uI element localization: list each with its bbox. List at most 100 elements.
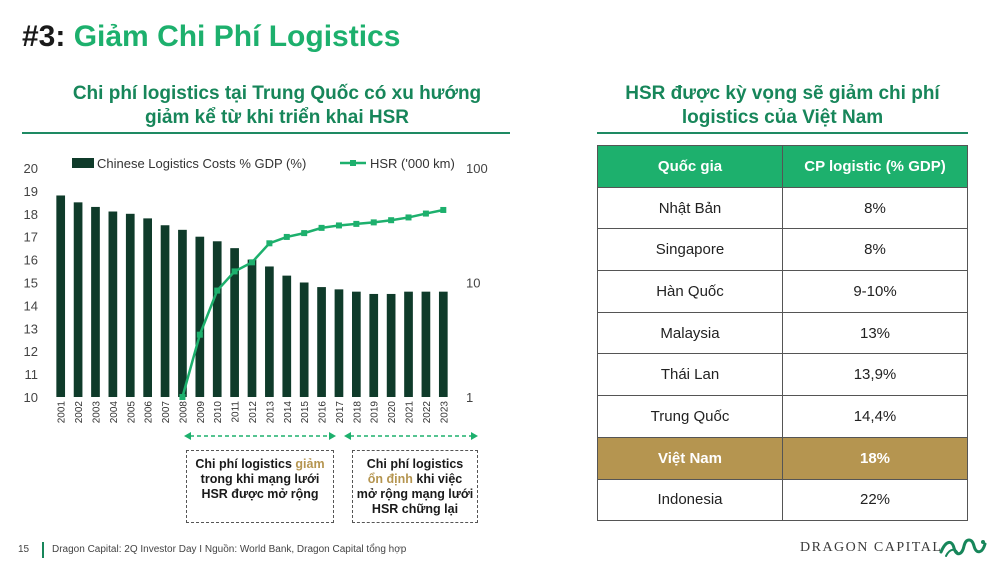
left-axis-tick-label: 13 — [24, 321, 38, 336]
bar — [108, 211, 118, 397]
slide-title: #3: Giảm Chi Phí Logistics — [22, 20, 400, 54]
x-axis-tick-label: 2010 — [213, 401, 224, 424]
table-cell-cost: 14,4% — [782, 395, 968, 438]
note-right-line1: Chi phí logistics — [366, 457, 464, 471]
bar — [247, 259, 257, 397]
right-section-title: HSR được kỳ vọng sẽ giảm chi phí logisti… — [597, 82, 968, 130]
dragon-logo-icon — [939, 538, 987, 557]
period-arrow-left-head-right — [329, 432, 336, 440]
x-axis-tick-label: 2019 — [370, 401, 381, 424]
x-axis-tick-label: 2001 — [57, 401, 68, 424]
period-arrow-left-head-left — [184, 432, 191, 440]
footer-divider — [42, 542, 44, 558]
table-cell-cost: 13,9% — [782, 353, 968, 397]
line-point — [405, 214, 412, 221]
footer: 15 Dragon Capital: 2Q Investor Day I Ngu… — [0, 538, 1000, 560]
bar — [317, 287, 326, 397]
x-axis-tick-label: 2007 — [161, 401, 172, 424]
left-axis-tick-label: 20 — [24, 161, 38, 176]
x-axis-tick-label: 2018 — [352, 401, 363, 424]
line-point — [231, 268, 238, 275]
table-cell-country: Việt Nam — [597, 436, 783, 480]
table-header-cost: CP logistic (% GDP) — [782, 145, 968, 188]
table-row: Indonesia 22% — [597, 478, 968, 522]
bar — [56, 195, 66, 397]
x-axis-tick-label: 2012 — [248, 401, 259, 424]
bar — [73, 202, 83, 397]
note-right: Chi phí logistics ổn định khi việc mở rộ… — [352, 450, 478, 523]
line-point — [440, 206, 447, 213]
line-point — [179, 394, 186, 400]
line-point — [266, 240, 273, 247]
line-point — [214, 287, 221, 294]
table-row: Hàn Quốc 9-10% — [597, 270, 968, 313]
x-axis-tick-label: 2014 — [283, 401, 294, 424]
x-axis-tick-label: 2016 — [318, 401, 329, 424]
table-row: Nhật Bản 8% — [597, 186, 968, 230]
left-axis-tick-label: 18 — [24, 207, 38, 222]
line-point — [353, 220, 360, 227]
note-left-highlight: giảm — [295, 457, 325, 471]
x-axis-tick-label: 2023 — [439, 401, 450, 424]
bar — [230, 248, 239, 397]
page-number: 15 — [18, 544, 30, 555]
line-point — [335, 222, 342, 229]
table-cell-country: Nhật Bản — [597, 186, 783, 230]
note-left-line2: trong khi mạng lưới — [200, 472, 320, 486]
logistics-hsr-chart: 10 11 12 13 14 15 16 17 18 19 20 1 10 100 2001 2002 2003… — [24, 156, 488, 440]
bar — [299, 282, 309, 397]
table-row: Trung Quốc 14,4% — [597, 395, 968, 438]
left-section-title: Chi phí logistics tại Trung Quốc có xu h… — [22, 82, 532, 130]
bar — [91, 206, 100, 397]
table-cell-cost: 13% — [782, 311, 968, 355]
table-cell-cost: 22% — [782, 478, 968, 522]
series-line — [181, 208, 444, 398]
table-row: Malaysia 13% — [597, 311, 968, 355]
note-right-highlight: ổn định — [367, 472, 413, 486]
line-point — [301, 230, 308, 237]
left-axis-tick-label: 15 — [24, 276, 38, 291]
table-header-row: Quốc gia CP logistic (% GDP) — [597, 145, 968, 188]
legend-label-bar: Chinese Logistics Costs % GDP (%) — [97, 156, 306, 171]
legend-label-line: HSR ('000 km) — [370, 156, 455, 171]
x-axis-tick-label: 2020 — [387, 401, 398, 424]
note-left-line3: HSR được mở rộng — [201, 487, 319, 501]
brand-name: DRAGON CAPITAL — [800, 540, 943, 555]
slide-title-text: Giảm Chi Phí Logistics — [73, 20, 401, 53]
left-axis-tick-label: 19 — [24, 184, 38, 199]
line-point — [318, 224, 325, 231]
table-cell-country: Hàn Quốc — [597, 270, 783, 313]
left-section-title-line1: Chi phí logistics tại Trung Quốc có xu h… — [72, 83, 482, 104]
table-cell-country: Trung Quốc — [597, 395, 783, 438]
table-row: Singapore 8% — [597, 228, 968, 272]
note-right-mid: khi việc — [412, 472, 463, 486]
logistics-cost-table: Quốc gia CP logistic (% GDP) Nhật Bản 8% … — [597, 145, 968, 522]
table-cell-cost: 8% — [782, 228, 968, 272]
table-row-highlight: Việt Nam 18% — [597, 436, 968, 480]
table-cell-country: Indonesia — [597, 478, 783, 522]
left-section-title-line2: giảm kể từ khi triển khai HSR — [145, 107, 409, 128]
x-axis-tick-label: 2008 — [178, 401, 189, 424]
left-section-rule — [22, 132, 510, 134]
table-cell-country: Thái Lan — [597, 353, 783, 397]
x-axis-tick-label: 2005 — [126, 401, 137, 424]
note-right-line4: HSR chững lại — [371, 502, 459, 516]
line-point — [196, 331, 203, 338]
slide-title-number: #3: — [22, 20, 66, 53]
footer-source: Dragon Capital: 2Q Investor Day I Nguồn:… — [52, 544, 407, 555]
x-axis-tick-label: 2009 — [196, 401, 207, 424]
right-section-title-line1: HSR được kỳ vọng sẽ giảm chi phí — [625, 83, 940, 104]
right-axis-tick-label: 10 — [466, 276, 480, 291]
table-cell-country: Malaysia — [597, 311, 783, 355]
note-right-line3: mở rộng mạng lưới — [356, 487, 474, 501]
left-axis-tick-label: 12 — [24, 344, 38, 359]
left-axis-tick-label: 17 — [24, 230, 38, 245]
left-axis-tick-label: 11 — [25, 367, 39, 382]
bar — [178, 229, 187, 397]
bar — [265, 266, 274, 397]
note-left: Chi phí logistics giảm trong khi mạng lư… — [186, 450, 334, 523]
legend-swatch-marker — [350, 160, 356, 166]
table-row: Thái Lan 13,9% — [597, 353, 968, 397]
x-axis-tick-label: 2003 — [91, 401, 102, 424]
right-section-title-line2: logistics của Việt Nam — [681, 107, 884, 128]
